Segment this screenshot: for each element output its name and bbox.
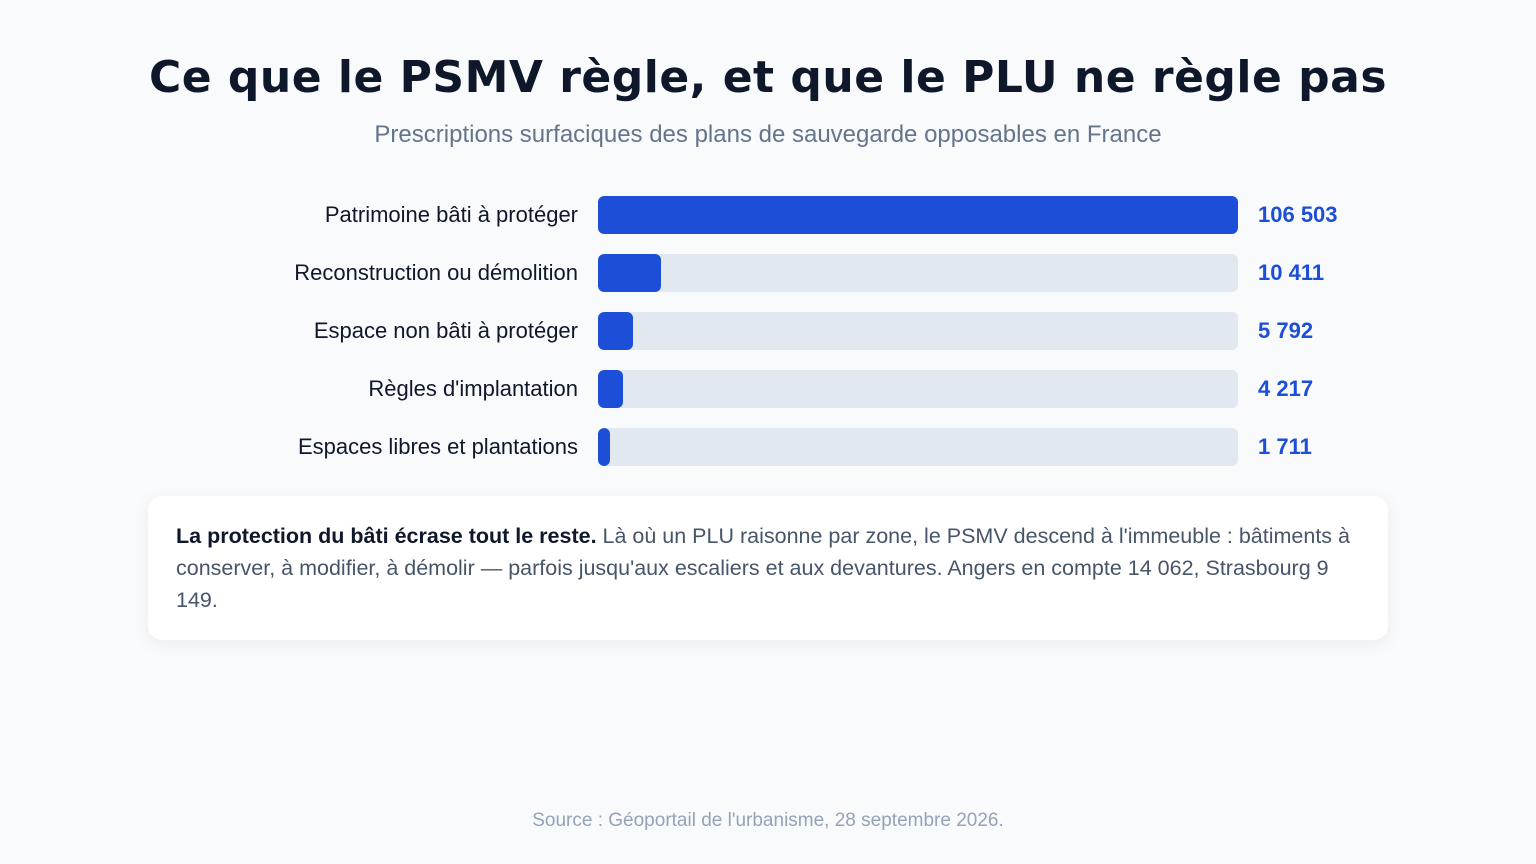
bar-track — [598, 312, 1238, 350]
source-note: Source : Géoportail de l'urbanisme, 28 s… — [532, 810, 1004, 831]
bar-chart: Patrimoine bâti à protéger 106 503 Reconst… — [0, 196, 1536, 468]
bar-row: Espace non bâti à protéger 5 792 — [0, 312, 1536, 350]
bar-row: Règles d'implantation 4 217 — [0, 370, 1536, 408]
bar-row: Reconstruction ou démolition 10 411 — [0, 254, 1536, 292]
bar — [598, 254, 661, 292]
bar-label: Espace non bâti à protéger — [313, 318, 578, 343]
bar-value-label: 106 503 — [1258, 202, 1338, 227]
note-lead: La protection du bâti écrase tout le res… — [176, 524, 597, 548]
bar-track — [598, 254, 1238, 292]
bar-label: Patrimoine bâti à protéger — [324, 202, 578, 227]
bar-value-label: 10 411 — [1258, 260, 1325, 285]
bar-value-label: 4 217 — [1258, 376, 1314, 401]
bar-track — [598, 196, 1238, 234]
note-body: Là où un PLU raisonne par zone, le PSMV … — [176, 524, 1350, 612]
bar — [598, 196, 1238, 234]
bar — [598, 370, 624, 408]
bar-label: Reconstruction ou démolition — [294, 260, 578, 285]
bar-label: Espaces libres et plantations — [297, 434, 578, 459]
bar-value-label: 5 792 — [1258, 318, 1314, 343]
bar-value-label: 1 711 — [1258, 434, 1312, 459]
bar-label: Règles d'implantation — [368, 376, 578, 401]
bar-row: Patrimoine bâti à protéger 106 503 — [0, 196, 1536, 234]
bar-track — [598, 428, 1238, 466]
bar-row: Espaces libres et plantations 1 711 — [0, 428, 1536, 466]
bar-track — [598, 370, 1238, 408]
chart-subtitle: Prescriptions surfaciques des plans de s… — [374, 121, 1162, 148]
note-card: La protection du bâti écrase tout le res… — [148, 496, 1388, 640]
chart-title: Ce que le PSMV règle, et que le PLU ne r… — [148, 52, 1388, 103]
bar — [598, 428, 610, 466]
note-text: La protection du bâti écrase tout le res… — [176, 520, 1360, 616]
bar — [598, 312, 633, 350]
